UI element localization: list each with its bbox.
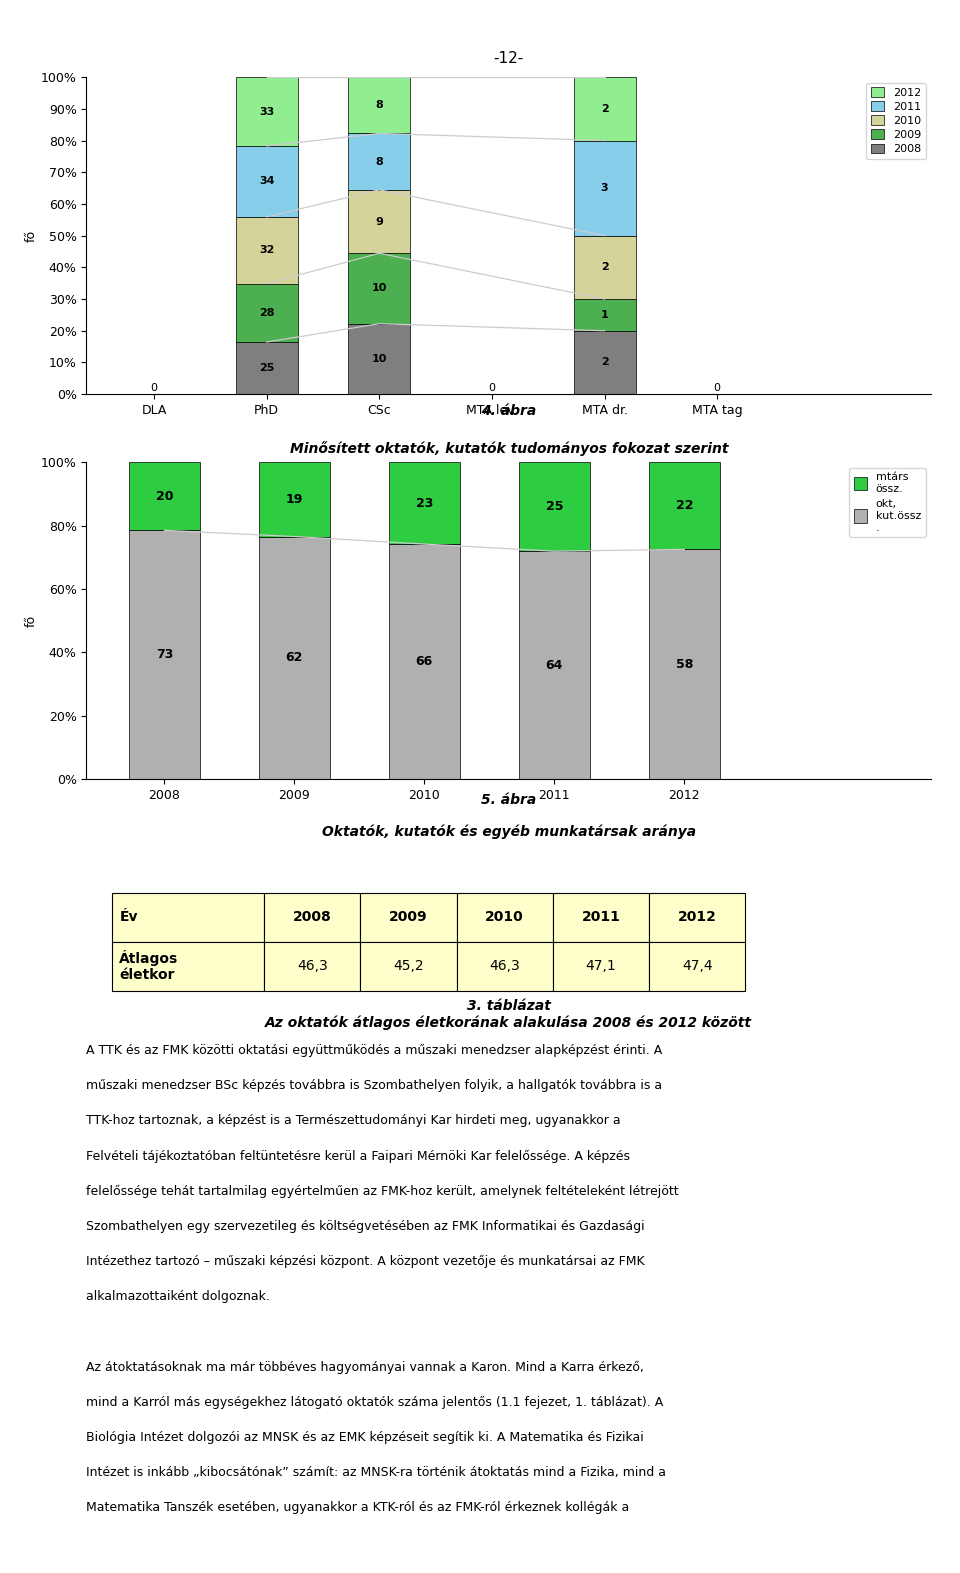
Text: 10: 10: [372, 354, 387, 363]
Text: Felvételi tájékoztatóban feltüntetésre kerül a Faipari Mérnöki Kar felelőssége. : Felvételi tájékoztatóban feltüntetésre k…: [86, 1150, 631, 1162]
Bar: [389, 544, 460, 779]
Text: 25: 25: [545, 500, 563, 513]
Text: felelőssége tehát tartalmilag egyértelműen az FMK-hoz került, amelynek feltétele: felelőssége tehát tartalmilag egyértelmű…: [86, 1184, 679, 1197]
Legend: 2012, 2011, 2010, 2009, 2008: 2012, 2011, 2010, 2009, 2008: [866, 83, 925, 159]
Bar: [235, 146, 298, 217]
Text: 8: 8: [375, 157, 383, 167]
Text: 0: 0: [713, 382, 721, 393]
Text: alkalmazottaiként dolgoznak.: alkalmazottaiként dolgoznak.: [86, 1290, 271, 1302]
Bar: [348, 77, 410, 134]
Text: 2: 2: [601, 263, 609, 272]
Bar: [235, 77, 298, 146]
Text: 62: 62: [286, 651, 303, 664]
Bar: [518, 551, 590, 779]
Bar: [573, 330, 636, 395]
Bar: [573, 140, 636, 236]
Text: 9: 9: [375, 217, 383, 227]
Text: TTK-hoz tartoznak, a képzést is a Természettudományi Kar hirdeti meg, ugyanakkor: TTK-hoz tartoznak, a képzést is a Termés…: [86, 1114, 621, 1128]
Text: 19: 19: [286, 492, 303, 507]
Text: Oktatók, kutatók és egyéb munkatársak aránya: Oktatók, kutatók és egyéb munkatársak ar…: [322, 824, 696, 838]
Bar: [649, 549, 720, 779]
Text: 32: 32: [259, 245, 275, 255]
Text: 10: 10: [372, 283, 387, 294]
Text: Minősített oktatók, kutatók tudományos fokozat szerint: Minősített oktatók, kutatók tudományos f…: [290, 440, 728, 456]
Bar: [348, 190, 410, 253]
Text: 0: 0: [489, 382, 495, 393]
Text: 73: 73: [156, 648, 173, 661]
Bar: [649, 462, 720, 549]
Text: 4. ábra: 4. ábra: [481, 404, 537, 418]
Bar: [258, 536, 330, 779]
Text: 34: 34: [259, 176, 275, 186]
Text: -12-: -12-: [493, 50, 524, 66]
Text: 33: 33: [259, 107, 275, 116]
Legend: mtárs
össz., okt,
kut.össz
.: mtárs össz., okt, kut.össz .: [850, 467, 925, 536]
Bar: [235, 341, 298, 395]
Text: Intézethez tartozó – műszaki képzési központ. A központ vezetője és munkatársai : Intézethez tartozó – műszaki képzési köz…: [86, 1255, 645, 1268]
Text: Biológia Intézet dolgozói az MNSK és az EMK képzéseit segítik ki. A Matematika é: Biológia Intézet dolgozói az MNSK és az …: [86, 1431, 644, 1444]
Bar: [235, 283, 298, 341]
Text: 3. táblázat: 3. táblázat: [467, 999, 551, 1013]
Text: 23: 23: [416, 497, 433, 510]
Text: 20: 20: [156, 489, 173, 503]
Text: Az oktatók átlagos életkorának alakulása 2008 és 2012 között: Az oktatók átlagos életkorának alakulása…: [265, 1016, 753, 1030]
Bar: [235, 217, 298, 283]
Text: 2: 2: [601, 104, 609, 113]
Bar: [573, 236, 636, 299]
Bar: [573, 77, 636, 140]
Text: Szombathelyen egy szervezetileg és költségvetésében az FMK Informatikai és Gazda: Szombathelyen egy szervezetileg és költs…: [86, 1219, 645, 1233]
Text: 8: 8: [375, 101, 383, 110]
Text: 1: 1: [601, 310, 609, 319]
Text: 64: 64: [545, 659, 563, 672]
Bar: [129, 530, 200, 779]
Text: műszaki menedzser BSc képzés továbbra is Szombathelyen folyik, a hallgatók továb: műszaki menedzser BSc képzés továbbra is…: [86, 1079, 662, 1092]
Bar: [389, 462, 460, 544]
Text: 3: 3: [601, 182, 609, 193]
Text: 0: 0: [151, 382, 157, 393]
Text: 28: 28: [259, 308, 275, 318]
Bar: [129, 462, 200, 530]
Text: 5. ábra: 5. ábra: [481, 793, 537, 807]
Text: 25: 25: [259, 363, 275, 373]
Text: A TTK és az FMK közötti oktatási együttműködés a műszaki menedzser alapképzést é: A TTK és az FMK közötti oktatási együttm…: [86, 1044, 662, 1057]
Bar: [573, 299, 636, 330]
Bar: [348, 134, 410, 190]
Text: Intézet is inkább „kibocsátónak” számít: az MNSK-ra történik átoktatás mind a Fi: Intézet is inkább „kibocsátónak” számít:…: [86, 1466, 666, 1479]
Text: Matematika Tanszék esetében, ugyanakkor a KTK-ról és az FMK-ról érkeznek kollégá: Matematika Tanszék esetében, ugyanakkor …: [86, 1501, 630, 1515]
Text: mind a Karról más egységekhez látogató oktatók száma jelentős (1.1 fejezet, 1. t: mind a Karról más egységekhez látogató o…: [86, 1395, 663, 1409]
Bar: [518, 462, 590, 551]
Bar: [348, 253, 410, 324]
Y-axis label: fő: fő: [25, 230, 38, 242]
Y-axis label: fő: fő: [25, 615, 38, 626]
Bar: [348, 324, 410, 395]
Text: 22: 22: [676, 499, 693, 513]
Text: 2: 2: [601, 357, 609, 368]
Text: 66: 66: [416, 656, 433, 669]
Text: 58: 58: [676, 658, 693, 670]
Text: Az átoktatásoknak ma már többéves hagyományai vannak a Karon. Mind a Karra érkez: Az átoktatásoknak ma már többéves hagyom…: [86, 1361, 644, 1373]
Bar: [258, 462, 330, 536]
